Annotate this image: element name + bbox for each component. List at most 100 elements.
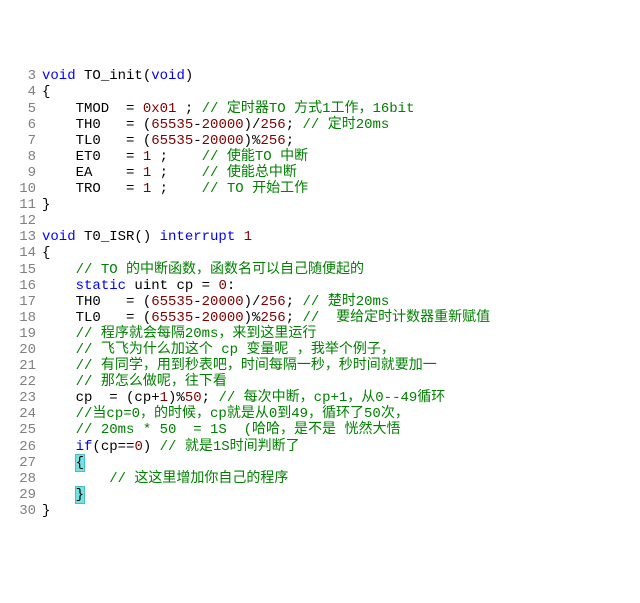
token-cmt: // 使能总中断 (202, 165, 297, 181)
token-num: 256 (260, 310, 285, 326)
code-editor[interactable]: 3void TO_init(void)4{5 TMOD = 0x01 ; // … (8, 68, 632, 519)
token-kw: if (76, 439, 93, 455)
code-line[interactable]: 26 if(cp==0) // 就是1S时间判断了 (8, 439, 632, 455)
code-content[interactable]: void TO_init(void) (42, 68, 632, 84)
token-num: 1 (143, 165, 151, 181)
code-line[interactable]: 15 // TO 的中断函数，函数名可以自己随便起的 (8, 262, 632, 278)
code-line[interactable]: 27 { (8, 455, 632, 471)
code-line[interactable]: 25 // 20ms * 50 = 1S (哈哈，是不是 恍然大悟 (8, 422, 632, 438)
token-num: 256 (260, 117, 285, 133)
token-num: 1 (244, 229, 252, 245)
code-line[interactable]: 30} (8, 503, 632, 519)
code-line[interactable]: 21 // 有同学，用到秒表吧，时间每隔一秒，秒时间就要加一 (8, 358, 632, 374)
token-cmt: // TO 的中断函数，函数名可以自己随便起的 (76, 262, 364, 278)
code-content[interactable]: if(cp==0) // 就是1S时间判断了 (42, 439, 632, 455)
code-line[interactable]: 3void TO_init(void) (8, 68, 632, 84)
code-content[interactable]: // 20ms * 50 = 1S (哈哈，是不是 恍然大悟 (42, 422, 632, 438)
code-content[interactable]: } (42, 487, 632, 503)
line-number: 13 (8, 229, 42, 245)
token-kw: void (151, 68, 185, 84)
code-line[interactable]: 29 } (8, 487, 632, 503)
token-cmt: // 20ms * 50 = 1S (哈哈，是不是 恍然大悟 (76, 422, 401, 438)
line-number: 7 (8, 133, 42, 149)
line-number: 8 (8, 149, 42, 165)
line-number: 24 (8, 406, 42, 422)
code-content[interactable]: } (42, 197, 632, 213)
code-content[interactable]: { (42, 455, 632, 471)
code-line[interactable]: 18 TL0 = (65535-20000)%256; // 要给定时计数器重新… (8, 310, 632, 326)
line-number: 30 (8, 503, 42, 519)
token-txt: TO_init( (76, 68, 152, 84)
code-content[interactable]: void T0_ISR() interrupt 1 (42, 229, 632, 245)
code-content[interactable]: // 有同学，用到秒表吧，时间每隔一秒，秒时间就要加一 (42, 358, 632, 374)
code-line[interactable]: 24 //当cp=0，的时候，cp就是从0到49，循环了50次， (8, 406, 632, 422)
code-content[interactable]: EA = 1 ; // 使能总中断 (42, 165, 632, 181)
code-content[interactable]: // 这这里增加你自己的程序 (42, 471, 632, 487)
line-number: 15 (8, 262, 42, 278)
code-line[interactable]: 22 // 那怎么做呢，往下看 (8, 374, 632, 390)
code-content[interactable]: TRO = 1 ; // TO 开始工作 (42, 181, 632, 197)
code-content[interactable]: //当cp=0，的时候，cp就是从0到49，循环了50次， (42, 406, 632, 422)
code-line[interactable]: 6 TH0 = (65535-20000)/256; // 定时20ms (8, 117, 632, 133)
line-number: 3 (8, 68, 42, 84)
token-txt: (cp== (92, 439, 134, 455)
token-num: 20000 (202, 294, 244, 310)
token-txt (42, 326, 76, 342)
code-content[interactable]: TMOD = 0x01 ; // 定时器TO 方式1工作，16bit (42, 101, 632, 117)
line-number: 28 (8, 471, 42, 487)
token-txt (42, 262, 76, 278)
line-number: 20 (8, 342, 42, 358)
code-line[interactable]: 19 // 程序就会每隔20ms，来到这里运行 (8, 326, 632, 342)
code-line[interactable]: 11} (8, 197, 632, 213)
code-content[interactable]: { (42, 245, 632, 261)
code-line[interactable]: 10 TRO = 1 ; // TO 开始工作 (8, 181, 632, 197)
code-content[interactable]: TL0 = (65535-20000)%256; (42, 133, 632, 149)
token-num: 65535 (151, 133, 193, 149)
code-content[interactable]: // 那怎么做呢，往下看 (42, 374, 632, 390)
token-txt (42, 374, 76, 390)
token-num: 0x01 (143, 101, 177, 117)
code-line[interactable]: 5 TMOD = 0x01 ; // 定时器TO 方式1工作，16bit (8, 101, 632, 117)
code-content[interactable]: ET0 = 1 ; // 使能TO 中断 (42, 149, 632, 165)
token-cmt: // 那怎么做呢，往下看 (76, 374, 227, 390)
token-num: 20000 (202, 310, 244, 326)
code-line[interactable]: 14{ (8, 245, 632, 261)
token-txt (42, 278, 76, 294)
code-line[interactable]: 16 static uint cp = 0: (8, 278, 632, 294)
code-content[interactable]: // TO 的中断函数，函数名可以自己随便起的 (42, 262, 632, 278)
token-txt: TRO = (42, 181, 143, 197)
token-txt (42, 439, 76, 455)
token-cmt: // 就是1S时间判断了 (160, 439, 300, 455)
token-txt: ; (151, 149, 201, 165)
code-line[interactable]: 7 TL0 = (65535-20000)%256; (8, 133, 632, 149)
code-content[interactable]: { (42, 84, 632, 100)
line-number: 29 (8, 487, 42, 503)
code-line[interactable]: 23 cp = (cp+1)%50; // 每次中断，cp+1，从0--49循环 (8, 390, 632, 406)
token-cmt: // 使能TO 中断 (202, 149, 308, 165)
code-content[interactable]: cp = (cp+1)%50; // 每次中断，cp+1，从0--49循环 (42, 390, 632, 406)
token-txt: )/ (244, 294, 261, 310)
token-txt: cp = (cp+ (42, 390, 160, 406)
code-content[interactable]: } (42, 503, 632, 519)
code-line[interactable]: 9 EA = 1 ; // 使能总中断 (8, 165, 632, 181)
token-txt (42, 342, 76, 358)
code-content[interactable]: TH0 = (65535-20000)/256; // 楚时20ms (42, 294, 632, 310)
token-txt: ; (286, 117, 303, 133)
code-line[interactable]: 13void T0_ISR() interrupt 1 (8, 229, 632, 245)
code-content[interactable]: TL0 = (65535-20000)%256; // 要给定时计数器重新赋值 (42, 310, 632, 326)
code-line[interactable]: 8 ET0 = 1 ; // 使能TO 中断 (8, 149, 632, 165)
code-content[interactable]: TH0 = (65535-20000)/256; // 定时20ms (42, 117, 632, 133)
code-line[interactable]: 28 // 这这里增加你自己的程序 (8, 471, 632, 487)
code-content[interactable] (42, 213, 632, 229)
code-content[interactable]: // 飞飞为什么加这个 cp 变量呢 ，我举个例子， (42, 342, 632, 358)
line-number: 11 (8, 197, 42, 213)
code-content[interactable]: // 程序就会每隔20ms，来到这里运行 (42, 326, 632, 342)
code-line[interactable]: 20 // 飞飞为什么加这个 cp 变量呢 ，我举个例子， (8, 342, 632, 358)
code-line[interactable]: 12 (8, 213, 632, 229)
code-content[interactable]: static uint cp = 0: (42, 278, 632, 294)
line-number: 12 (8, 213, 42, 229)
code-line[interactable]: 4{ (8, 84, 632, 100)
line-number: 17 (8, 294, 42, 310)
code-line[interactable]: 17 TH0 = (65535-20000)/256; // 楚时20ms (8, 294, 632, 310)
token-txt: ; (176, 101, 201, 117)
